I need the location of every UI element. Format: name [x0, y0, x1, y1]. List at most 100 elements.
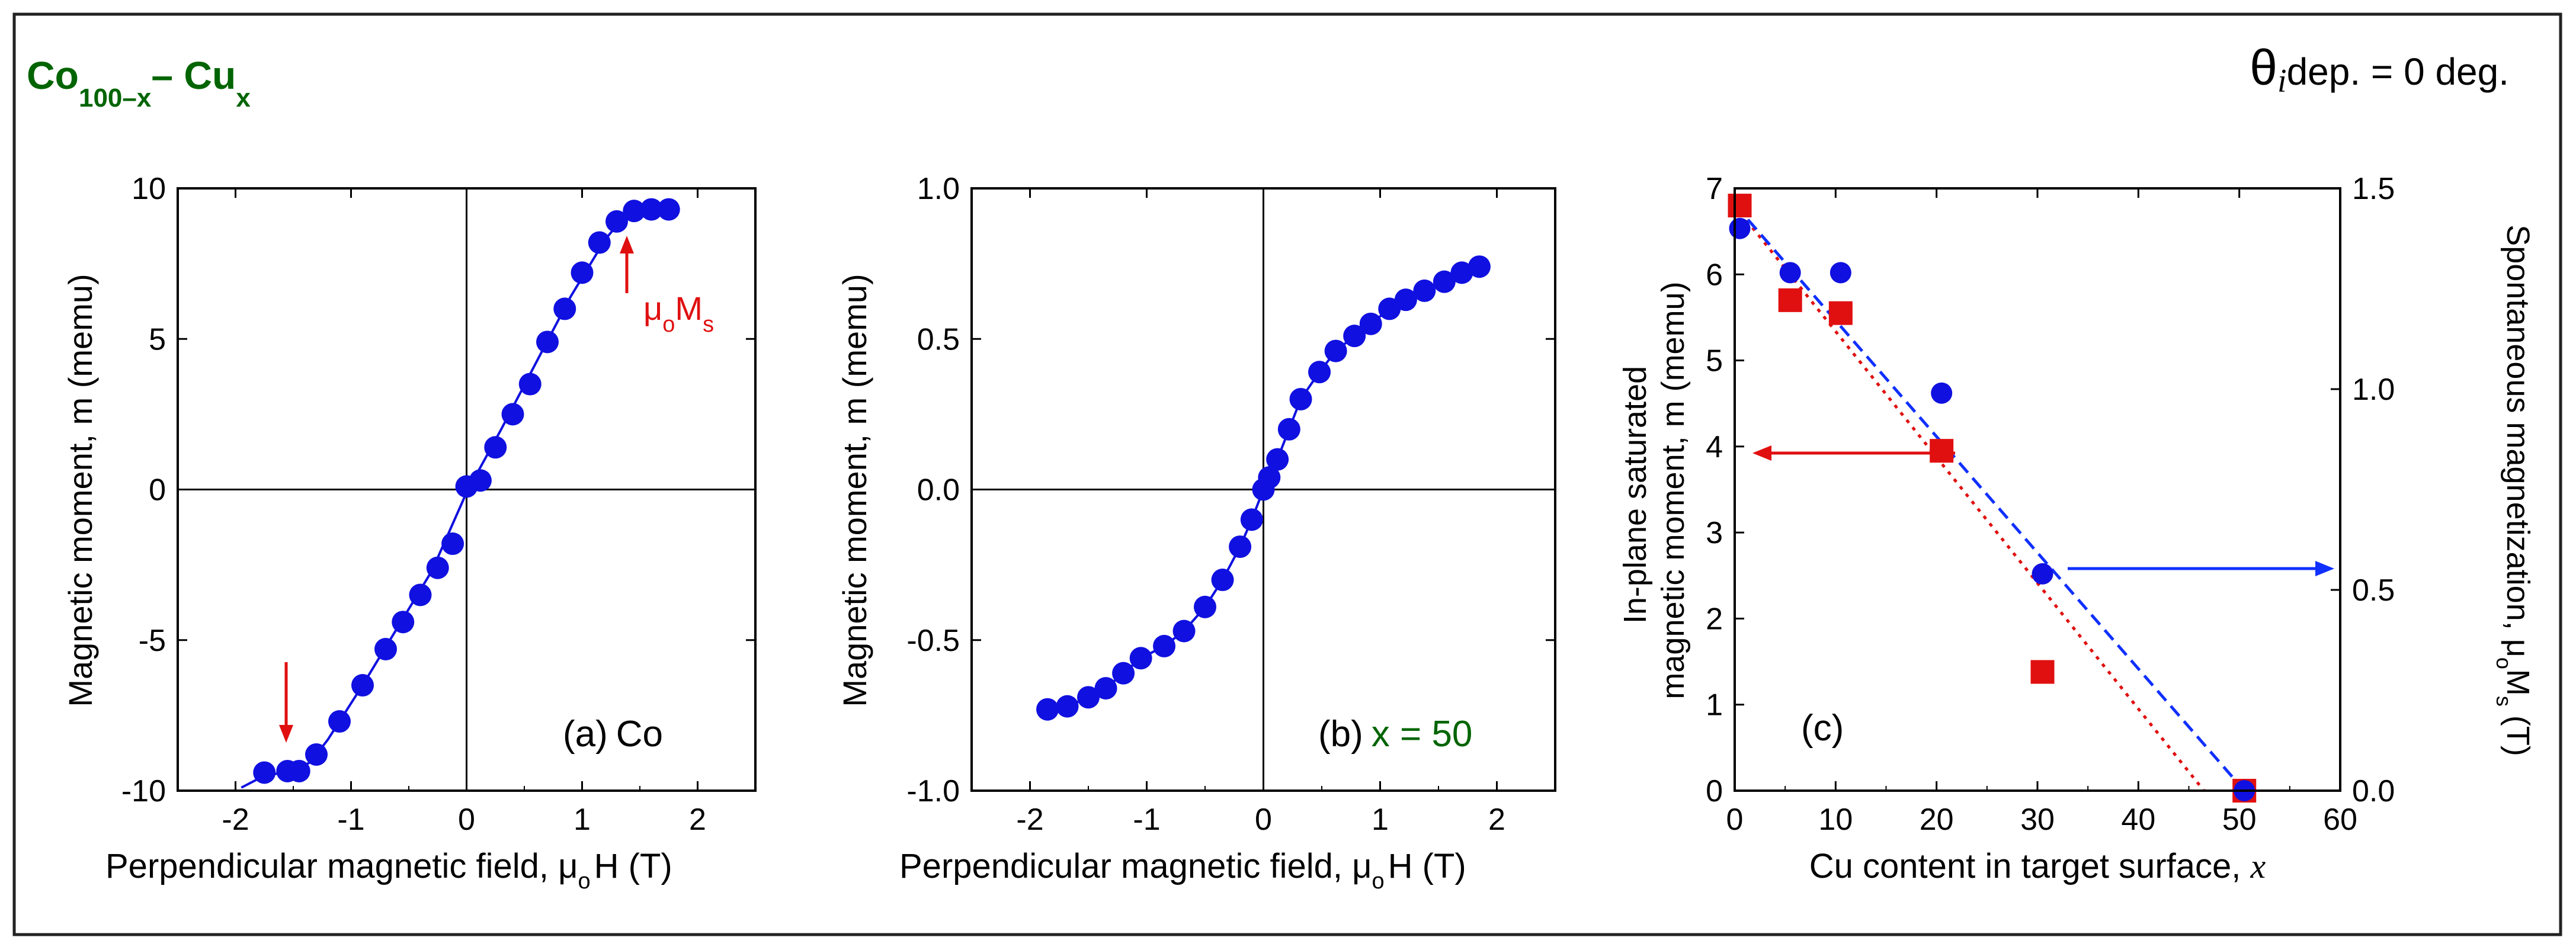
pa-data-point	[605, 210, 628, 233]
pa-data-point	[441, 532, 464, 556]
pc-ytick-label: 4	[1706, 430, 1723, 464]
pc-xtick-label: 60	[2323, 803, 2357, 837]
pa-data-point	[426, 556, 449, 579]
panel-b: -2 -1 0 1 2 -1.0 -0.5 0.0 0.5 1.0 Magnetic moment…	[836, 172, 1556, 894]
pc-ytick-label: 2	[1706, 602, 1723, 636]
pb-data-point	[1240, 508, 1263, 531]
panel-b-ylabel: Magnetic moment, m (memu)	[836, 274, 873, 707]
pa-data-point	[253, 761, 276, 784]
pb-data-point	[1359, 312, 1382, 335]
pb-data-point	[1129, 647, 1152, 670]
pb-ytick-label: 1.0	[917, 172, 960, 206]
pb-data-point	[1433, 270, 1456, 293]
ms-annotation: μoMs	[643, 290, 714, 337]
pb-ytick-label: -1.0	[906, 774, 960, 808]
condition-sub: i	[2277, 63, 2287, 100]
panel-b-points	[1036, 255, 1491, 721]
pa-xtick-label: 2	[689, 803, 706, 837]
panel-a-xlabel-tail: H (T)	[594, 847, 672, 885]
panel-b-label: (b) x = 50	[1318, 714, 1472, 755]
title-sub1: 100–x	[79, 84, 152, 113]
ms-arrow-top	[620, 236, 634, 293]
pb-data-point	[1277, 418, 1300, 441]
pb-data-point	[1324, 339, 1347, 362]
panel-c-y2label: Spontaneous magnetization, μoMs (T)	[2492, 224, 2536, 756]
magnetization-circle-point	[1729, 217, 1751, 239]
pc-xtick-label: 10	[1818, 803, 1853, 837]
pa-xtick-label: 0	[458, 803, 475, 837]
pb-data-point	[1258, 466, 1281, 489]
pc-y2tick-label: 0.5	[2352, 573, 2395, 608]
pb-data-point	[1308, 361, 1331, 384]
pa-data-point	[328, 710, 351, 733]
panel-c-ticks: 0 10 20 30 40 50 60 0 1 2 3 4 5 6 7 0.0 0.5 1.0 1.5	[1706, 172, 2395, 837]
condition-theta: θ	[2250, 40, 2277, 95]
pa-data-point	[623, 200, 646, 223]
panel-b-xlabel: Perpendicular magnetic field, μo H (T)	[899, 847, 1466, 894]
moment-square-point	[1728, 194, 1752, 218]
panel-c-ylabel: In-plane saturated magnetic moment, m (m…	[1617, 281, 1691, 699]
panel-a-label-text: (a)	[563, 714, 608, 755]
pa-xtick-label: -1	[337, 803, 364, 837]
pa-xtick-label: -2	[222, 803, 249, 837]
panel-a-xlabel-sub: o	[578, 869, 591, 894]
panel-c-xlabel: Cu content in target surface, x	[1809, 847, 2266, 885]
pc-ytick-label: 1	[1706, 688, 1723, 723]
pc-ytick-label: 7	[1706, 172, 1723, 206]
pc-xtick-label: 30	[2020, 803, 2055, 837]
ms-arrow-bottom	[279, 662, 293, 743]
panel-b-frame	[970, 187, 1556, 792]
panel-a-ylabel: Magnetic moment, m (memu)	[62, 274, 99, 707]
pa-data-point	[553, 297, 576, 320]
pa-data-point	[287, 759, 310, 782]
pb-data-point	[1077, 686, 1100, 709]
panel-c-frame	[1734, 187, 2341, 792]
magnetization-circle-point	[1830, 262, 1851, 284]
moment-square-point	[1828, 301, 1853, 325]
red-dotted-fit-line	[1734, 204, 2206, 792]
pa-data-point	[392, 611, 415, 634]
pc-ytick-label: 5	[1706, 344, 1723, 378]
magnetization-circle-point	[1779, 262, 1801, 284]
magnetization-circle-point	[1931, 382, 1953, 404]
panel-b-label-text: (b)	[1318, 714, 1363, 755]
pc-ytick-label: 0	[1706, 774, 1723, 808]
pa-data-point	[305, 743, 328, 766]
y2label-mid: M	[2500, 669, 2536, 696]
panel-a-points	[253, 198, 680, 784]
pb-data-point	[1194, 595, 1216, 618]
pb-data-point	[1056, 695, 1079, 718]
pc-y2tick-label: 1.5	[2352, 172, 2395, 206]
panel-b-xlabel-main: Perpendicular magnetic field, μ	[899, 847, 1372, 885]
panel-c-ylabel-line2: magnetic moment, m (memu)	[1655, 281, 1691, 699]
pb-data-point	[1413, 279, 1436, 302]
right-axis-arrow	[2068, 561, 2334, 576]
panel-a-label-note: Co	[616, 714, 663, 755]
pa-ytick-label: -5	[139, 624, 166, 658]
pb-data-point	[1468, 255, 1491, 278]
blue-dashed-fit-line	[1734, 203, 2246, 792]
panel-b-xlabel-tail: H (T)	[1388, 847, 1466, 885]
panel-b-ticks: -2 -1 0 1 2 -1.0 -0.5 0.0 0.5 1.0	[906, 172, 1556, 837]
pb-data-point	[1289, 387, 1312, 410]
pa-data-point	[409, 583, 432, 606]
panel-c-ylabel-line1: In-plane saturated	[1617, 366, 1653, 624]
pa-ytick-label: -10	[121, 774, 166, 808]
pa-data-point	[536, 330, 559, 354]
pb-ytick-label: -0.5	[906, 624, 960, 658]
pc-ytick-label: 6	[1706, 258, 1723, 292]
pa-data-point	[484, 436, 507, 459]
title-base: Co	[27, 53, 79, 97]
pb-data-point	[1036, 698, 1059, 721]
pa-data-point	[374, 638, 397, 661]
y2label-tail: (T)	[2500, 707, 2536, 756]
pa-data-point	[640, 198, 663, 221]
moment-square-point	[1930, 439, 1954, 463]
pa-ytick-label: 5	[149, 322, 166, 357]
pb-xtick-label: -1	[1133, 803, 1160, 837]
panel-b-xlabel-sub: o	[1372, 869, 1385, 894]
magnetization-circle-point	[2032, 563, 2053, 585]
